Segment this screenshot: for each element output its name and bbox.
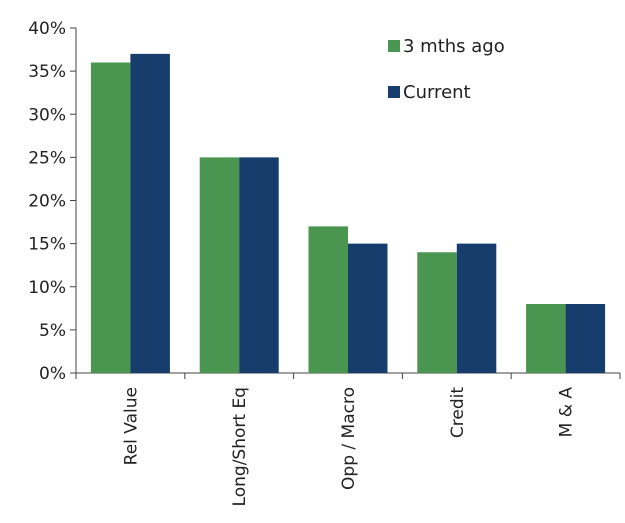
- bar-3-mths-ago-2: [308, 226, 348, 373]
- x-axis: Rel Value Long/Short Eq Opp / Macro Credit M…: [75, 372, 621, 506]
- x-category-label: Long/Short Eq: [230, 387, 250, 506]
- y-tick-label: 20%: [28, 192, 66, 212]
- bar-3-mths-ago-0: [90, 62, 131, 373]
- bar-3-mths-ago-4: [526, 304, 566, 373]
- bar-current-2: [348, 243, 388, 373]
- legend-swatch: [388, 40, 400, 52]
- bar-current-1: [239, 157, 279, 373]
- bars: [90, 53, 606, 373]
- y-tick-label: 10%: [28, 278, 66, 298]
- x-category-label: Opp / Macro: [339, 387, 359, 490]
- y-tick-label: 25%: [28, 148, 66, 168]
- bar-current-0: [130, 53, 170, 373]
- bar-current-3: [456, 243, 497, 373]
- bar-3-mths-ago-1: [199, 157, 240, 373]
- x-category-label: Credit: [448, 387, 468, 438]
- legend-label: Current: [403, 82, 471, 103]
- y-tick-label: 40%: [28, 19, 66, 39]
- y-tick-label: 15%: [28, 235, 66, 255]
- x-category-label: M & A: [557, 387, 577, 438]
- legend: 3 mths ago Current: [388, 36, 505, 103]
- x-category-label: Rel Value: [121, 387, 141, 465]
- legend-label: 3 mths ago: [403, 36, 505, 57]
- y-tick-label: 0%: [39, 364, 66, 384]
- y-tick-label: 30%: [28, 105, 66, 125]
- y-tick-label: 35%: [28, 62, 66, 82]
- y-tick-label: 5%: [39, 321, 66, 341]
- bar-current-4: [565, 304, 606, 373]
- bar-3-mths-ago-3: [417, 252, 457, 373]
- y-axis: 0% 5% 10% 15% 20% 25% 30% 35% 40%: [28, 19, 77, 384]
- legend-swatch: [388, 86, 400, 98]
